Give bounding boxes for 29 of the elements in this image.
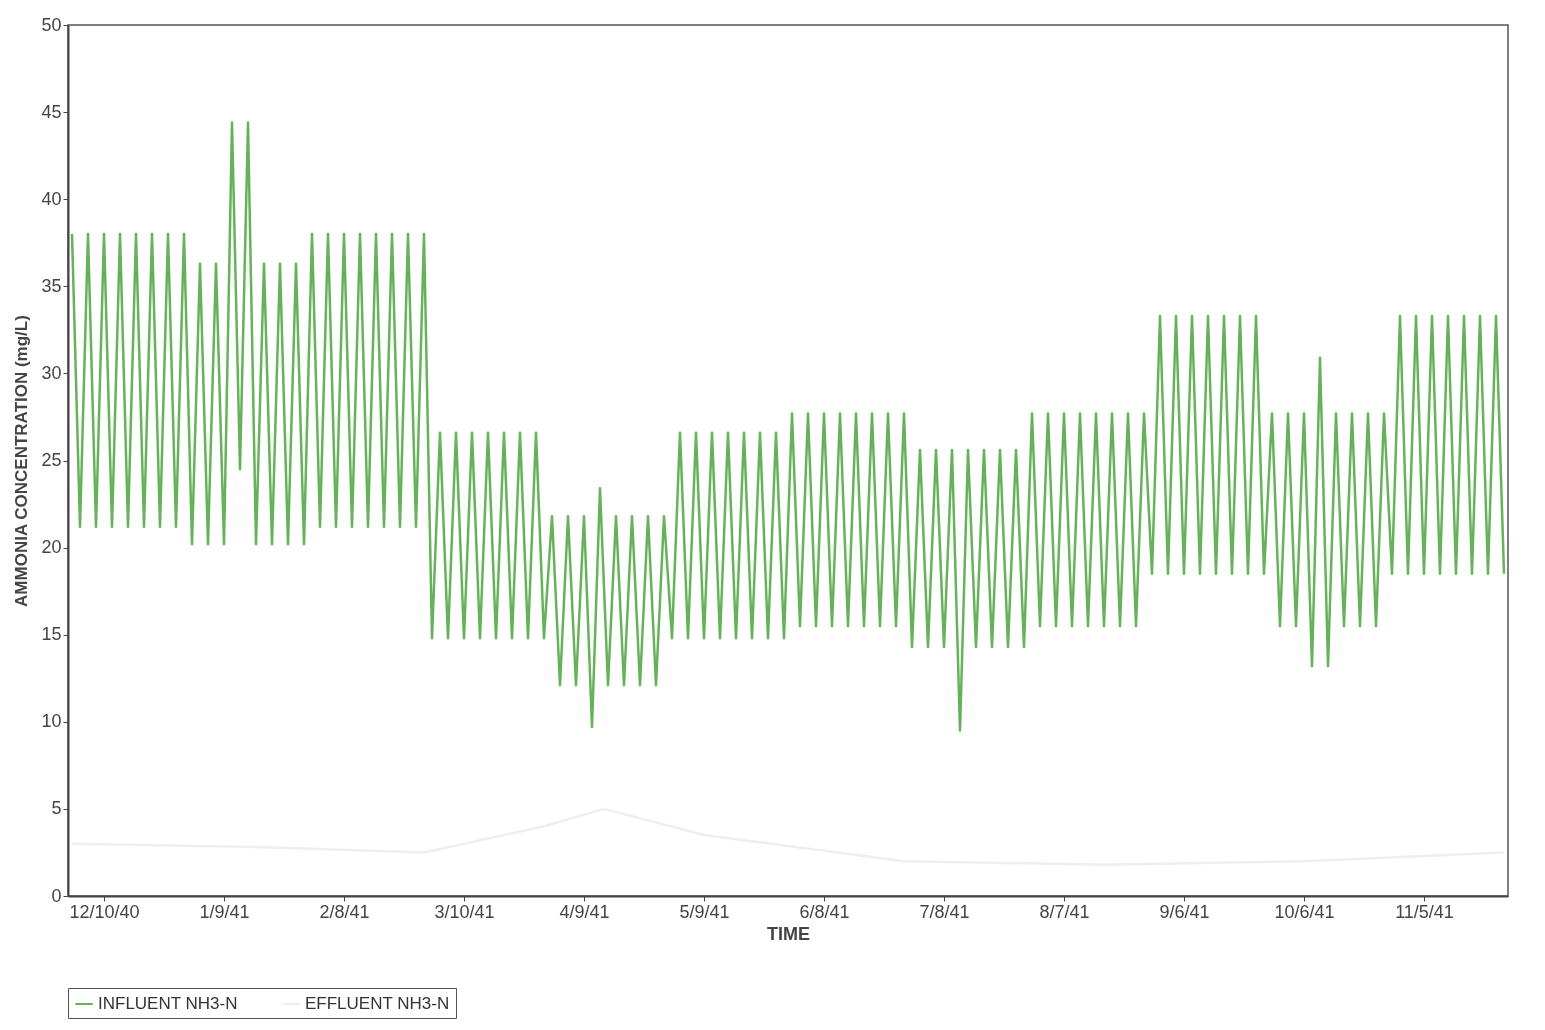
y-tick-label: 15 xyxy=(41,624,62,645)
y-tick-label: 35 xyxy=(41,275,62,296)
x-tick-label: 2/8/41 xyxy=(319,901,370,922)
x-tick-label: 12/10/40 xyxy=(69,901,140,922)
x-tick-label: 8/7/41 xyxy=(1039,901,1090,922)
y-tick-label: 25 xyxy=(41,450,62,470)
x-tick-label: 11/5/41 xyxy=(1395,901,1454,922)
x-tick-label: 5/9/41 xyxy=(679,901,730,922)
y-tick-label: 20 xyxy=(41,537,62,558)
x-tick-label: 10/6/41 xyxy=(1274,901,1335,922)
x-tick-label: 1/9/41 xyxy=(199,901,250,922)
x-axis-title: TIME xyxy=(767,923,810,944)
x-tick-label: 4/9/41 xyxy=(559,901,610,922)
y-tick-label: 40 xyxy=(41,188,62,209)
x-tick-label: 6/8/41 xyxy=(799,901,850,922)
y-tick-label: 5 xyxy=(51,798,62,819)
legend-label: EFFLUENT NH3-N xyxy=(305,994,450,1013)
x-tick-label: 7/8/41 xyxy=(919,901,970,922)
line-series xyxy=(70,121,1506,732)
x-tick-label: 9/6/41 xyxy=(1159,901,1210,922)
y-tick-label: 30 xyxy=(41,362,62,383)
y-tick-label: 45 xyxy=(41,101,62,122)
y-tick-label: 50 xyxy=(41,14,62,35)
x-tick-label: 3/10/41 xyxy=(434,901,495,922)
y-axis-title: AMMONIA CONCENTRATION (mg/L) xyxy=(12,315,32,607)
y-tick-label: 0 xyxy=(51,885,62,906)
y-tick-label: 10 xyxy=(41,711,62,732)
line-series xyxy=(70,807,1506,866)
legend-label: INFLUENT NH3-N xyxy=(98,994,238,1013)
